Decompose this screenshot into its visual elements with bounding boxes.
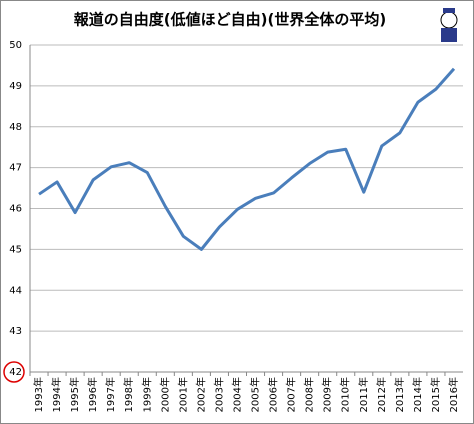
x-tick-label: 1999年 [140, 377, 153, 412]
x-tick-label: 1995年 [68, 377, 81, 412]
x-tick-label: 2015年 [429, 377, 442, 412]
x-tick-label: 2001年 [176, 377, 189, 412]
y-tick-label: 47 [9, 163, 22, 174]
x-tick-label: 1997年 [104, 377, 117, 412]
y-tick-label: 45 [9, 244, 22, 255]
x-tick-label: 1994年 [50, 377, 63, 412]
x-tick-label: 2011年 [357, 377, 370, 412]
mascot-icon [440, 8, 458, 42]
data-line [38, 67, 456, 251]
x-tick-label: 1993年 [32, 377, 45, 412]
x-tick-label: 2004年 [230, 377, 243, 412]
chart-title: 報道の自由度(低値ほど自由)(世界全体の平均) [74, 11, 386, 29]
x-tick-label: 2007年 [285, 377, 298, 412]
x-tick-label: 2013年 [393, 377, 406, 412]
x-tick-label: 2002年 [194, 377, 207, 412]
x-tick-label: 2000年 [158, 377, 171, 412]
x-tick-label: 2009年 [321, 377, 334, 412]
x-tick-label: 2010年 [339, 377, 352, 412]
y-tick-label: 48 [9, 122, 22, 133]
y-tick-label: 50 [9, 40, 22, 51]
y-tick-label: 44 [9, 285, 22, 296]
y-tick-label: 49 [9, 81, 22, 92]
x-tick-label: 1996年 [86, 377, 99, 412]
x-tick-label: 2014年 [411, 377, 424, 412]
x-tick-label: 2006年 [267, 377, 280, 412]
x-tick-label: 2005年 [249, 377, 262, 412]
x-tick-label: 2012年 [375, 377, 388, 412]
highlight-circle [3, 361, 25, 383]
x-tick-label: 2016年 [447, 377, 460, 412]
x-tick-label: 1998年 [122, 377, 135, 412]
y-tick-label: 46 [9, 204, 22, 215]
x-tick-label: 2003年 [212, 377, 225, 412]
x-tick-label: 2008年 [303, 377, 316, 412]
y-tick-label: 43 [9, 326, 22, 337]
y-tick-label: 42 [9, 367, 22, 378]
